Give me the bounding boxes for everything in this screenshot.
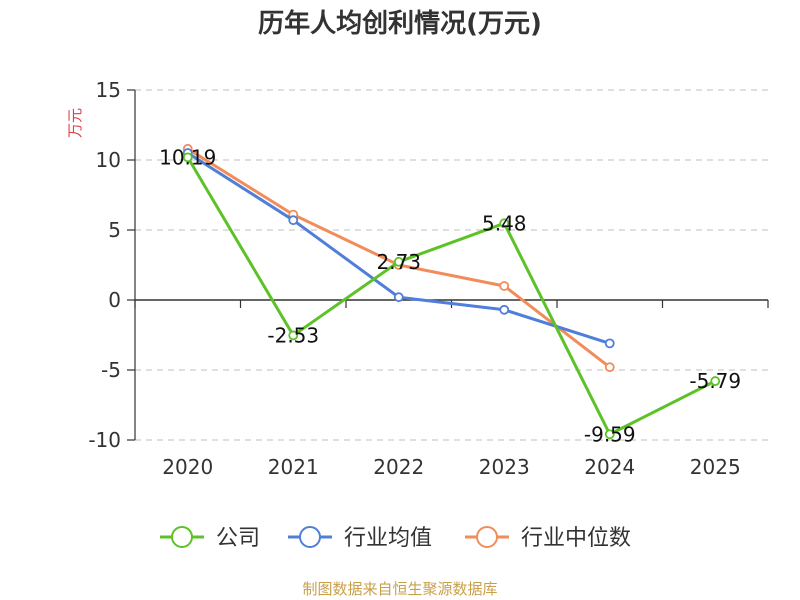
- y-tick-label: 5: [108, 218, 121, 242]
- legend-item[interactable]: 行业均值: [288, 526, 432, 551]
- data-point[interactable]: [604, 362, 615, 373]
- series-lines: [182, 143, 721, 440]
- data-label: -9.59: [584, 422, 636, 446]
- y-tick-label: -5: [101, 358, 121, 382]
- y-tick-label: -10: [88, 428, 121, 452]
- data-point[interactable]: [604, 429, 615, 440]
- x-tick-label: 2024: [584, 455, 635, 479]
- data-label: -2.53: [267, 323, 319, 347]
- series-line: [186, 151, 611, 345]
- legend-marker: [476, 526, 498, 548]
- legend-label: 行业中位数: [521, 526, 631, 551]
- data-labels: 10.19 -2.53 2.73 5.48 -9.59 -5.79: [159, 145, 741, 446]
- data-point[interactable]: [288, 215, 299, 226]
- data-label: 5.48: [482, 211, 527, 235]
- legend-marker: [299, 526, 321, 548]
- x-tick-label: 2023: [479, 455, 530, 479]
- y-tick-label: 0: [108, 288, 121, 312]
- data-point[interactable]: [710, 376, 721, 386]
- legend-item[interactable]: 公司: [160, 526, 260, 551]
- legend-item[interactable]: 行业中位数: [465, 526, 631, 551]
- y-tick-label: 10: [96, 148, 121, 172]
- legend-label: 行业均值: [344, 526, 432, 551]
- series-line: [186, 156, 716, 436]
- x-tick-label: 2020: [162, 455, 213, 479]
- data-point[interactable]: [604, 338, 615, 349]
- data-label: 2.73: [376, 250, 421, 274]
- data-label: 10.19: [159, 145, 216, 169]
- x-tick-label: 2021: [268, 455, 319, 479]
- data-label: -5.79: [689, 369, 741, 393]
- data-point[interactable]: [288, 330, 299, 341]
- x-tick-label: 2022: [373, 455, 424, 479]
- source-note: 制图数据来自恒生聚源数据库: [302, 580, 497, 598]
- data-point[interactable]: [499, 218, 510, 229]
- data-point[interactable]: [393, 256, 404, 267]
- legend-marker: [171, 526, 193, 548]
- legend-label: 公司: [216, 526, 260, 551]
- chart-title: 历年人均创利情况(万元): [258, 8, 542, 39]
- data-point[interactable]: [499, 304, 510, 315]
- data-point[interactable]: [182, 152, 193, 163]
- grid-lines: [135, 89, 768, 441]
- y-tick-label: 15: [96, 78, 121, 102]
- data-point[interactable]: [393, 292, 404, 303]
- legend[interactable]: 公司 行业均值 行业中位数: [160, 526, 631, 551]
- y-axis-unit-label: 万元: [66, 108, 84, 138]
- axes: 15 10 5 0 -5 -10 2020 2021 2022 2023 2024 2025: [88, 78, 769, 479]
- x-tick-label: 2025: [690, 455, 741, 479]
- data-point[interactable]: [499, 281, 510, 291]
